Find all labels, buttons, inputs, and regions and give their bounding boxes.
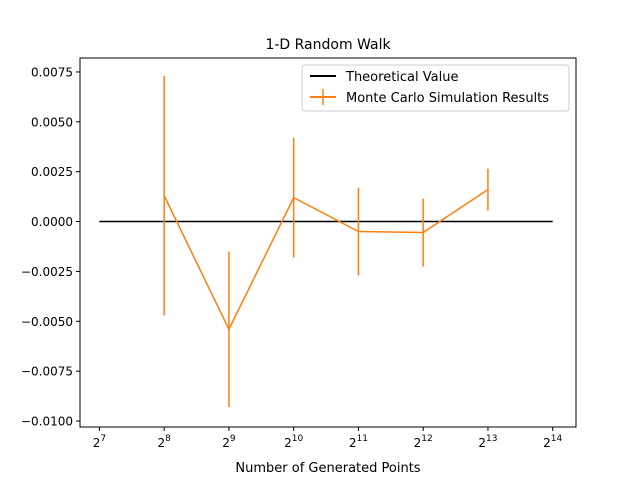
y-tick-label: −0.0075: [21, 365, 73, 379]
x-tick-label: 210: [284, 434, 303, 450]
x-axis-label: Number of Generated Points: [235, 461, 420, 476]
x-tick-base: 2: [284, 436, 292, 450]
chart-title: 1-D Random Walk: [265, 37, 391, 53]
x-tick-label: 212: [414, 434, 433, 450]
y-tick-label: 0.0000: [31, 215, 73, 229]
x-tick-base: 2: [478, 436, 486, 450]
x-tick-base: 2: [349, 436, 357, 450]
x-tick-base: 2: [93, 436, 101, 450]
x-tick-label: 213: [478, 434, 497, 450]
x-tick-exponent: 13: [486, 434, 497, 444]
legend-label-monte-carlo: Monte Carlo Simulation Results: [346, 91, 549, 106]
x-tick-label: 27: [93, 434, 106, 450]
legend-box: [301, 64, 570, 112]
x-tick-label: 214: [543, 434, 562, 450]
y-tick-label: −0.0100: [21, 415, 73, 429]
x-tick-label: 29: [222, 434, 236, 450]
y-tick-label: 0.0025: [31, 165, 73, 179]
x-tick-label: 211: [349, 434, 368, 450]
x-tick-exponent: 12: [421, 434, 432, 444]
y-tick-label: −0.0050: [21, 315, 73, 329]
x-tick-exponent: 11: [357, 434, 368, 444]
x-tick-exponent: 8: [165, 434, 171, 444]
x-tick-exponent: 14: [551, 434, 563, 444]
x-axis-ticks: 27 28 29 210 211 212 213 214: [93, 427, 563, 450]
x-tick-exponent: 7: [100, 434, 106, 444]
x-tick-base: 2: [157, 436, 165, 450]
x-tick-base: 2: [543, 436, 551, 450]
plot-area-frame: [79, 57, 577, 428]
x-tick-base: 2: [222, 436, 230, 450]
x-tick-base: 2: [414, 436, 422, 450]
legend-label-theoretical: Theoretical Value: [345, 70, 458, 85]
y-axis-ticks: 0.0075 0.0050 0.0025 0.0000 −0.0025 −0.0050 −0…: [21, 65, 80, 429]
plot-series: [99, 75, 553, 408]
x-tick-exponent: 10: [292, 434, 304, 444]
x-tick-exponent: 9: [230, 434, 236, 444]
y-tick-label: −0.0025: [21, 265, 73, 279]
x-tick-label: 28: [157, 434, 171, 450]
y-tick-label: 0.0050: [31, 115, 73, 129]
y-tick-label: 0.0075: [31, 65, 73, 79]
legend: Theoretical Value Monte Carlo Simulation…: [301, 64, 570, 112]
monte-carlo-series-line: [163, 189, 489, 331]
